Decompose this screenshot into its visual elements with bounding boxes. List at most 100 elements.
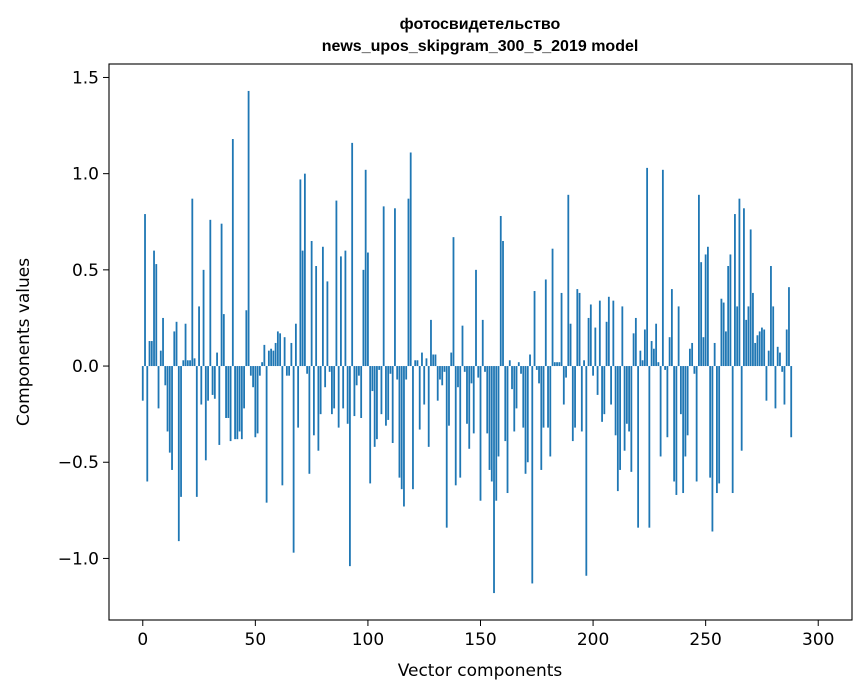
bar [398, 366, 401, 478]
bar [326, 281, 329, 367]
bar [551, 248, 554, 367]
y-tick-label: 0.5 [72, 261, 99, 281]
bar [535, 366, 538, 370]
bar [272, 350, 275, 367]
bar [488, 366, 491, 470]
bar [531, 366, 534, 584]
bar [693, 366, 696, 374]
x-tick-label: 100 [352, 630, 384, 650]
bar [707, 246, 709, 367]
bar [168, 366, 171, 453]
x-tick-label: 50 [245, 630, 267, 650]
bar [529, 354, 531, 367]
bar [391, 366, 394, 444]
bar [157, 366, 160, 409]
bar [155, 264, 158, 367]
bar [661, 169, 664, 367]
bar [166, 366, 169, 432]
bar [403, 366, 405, 507]
bar [263, 344, 266, 367]
bar [204, 366, 207, 461]
bar [634, 317, 637, 367]
bar [303, 173, 306, 367]
bar [475, 269, 477, 367]
bar [421, 352, 423, 367]
bar [144, 214, 146, 367]
bar [360, 366, 363, 418]
bar [301, 250, 304, 367]
bar [148, 341, 151, 367]
bar [349, 366, 351, 567]
bar [175, 321, 178, 367]
bar [317, 366, 320, 451]
bar [243, 366, 245, 409]
bar [497, 366, 500, 457]
bar [725, 331, 727, 367]
bar [195, 366, 198, 497]
bar [716, 366, 718, 494]
bar [765, 366, 768, 401]
bar [569, 323, 572, 367]
bar [578, 292, 581, 367]
bar [200, 366, 203, 405]
bar [355, 366, 358, 386]
bar [373, 366, 376, 447]
bar [342, 366, 345, 409]
bar [463, 366, 466, 372]
bar [747, 306, 750, 367]
bar [612, 300, 615, 367]
bar [540, 366, 543, 470]
bar [767, 350, 770, 367]
bar [731, 366, 734, 494]
bar [434, 354, 437, 367]
bar [299, 179, 302, 367]
bar [466, 366, 468, 424]
bar [369, 366, 372, 484]
bar [614, 366, 617, 436]
bar [481, 319, 484, 367]
bar [580, 366, 583, 432]
bar [763, 329, 766, 367]
x-axis-ticks: 0 50 100 150 200 250 300 [137, 620, 834, 650]
bar [407, 198, 410, 367]
bar [506, 366, 509, 494]
bar [279, 333, 282, 367]
bar [337, 366, 340, 428]
bar [686, 366, 689, 436]
bar [283, 337, 286, 367]
x-tick-label: 0 [137, 630, 148, 650]
bar [261, 362, 263, 367]
bar [281, 366, 284, 486]
bar [668, 337, 671, 367]
bar [781, 366, 784, 372]
bar [405, 366, 408, 380]
bar [186, 360, 189, 367]
bar [335, 200, 338, 367]
bar [382, 206, 385, 367]
bar [249, 366, 252, 376]
bar [709, 366, 712, 478]
bar [153, 250, 155, 367]
bar [616, 366, 619, 492]
bar [227, 366, 230, 418]
bar [526, 366, 529, 463]
bar [479, 366, 482, 501]
bar [605, 321, 608, 367]
bar [785, 329, 788, 367]
bar [461, 325, 464, 367]
bar [254, 366, 257, 438]
bar [783, 366, 786, 405]
bar [367, 252, 369, 367]
bar [312, 366, 315, 436]
bar [213, 366, 216, 399]
bar [484, 366, 486, 372]
bar [412, 366, 414, 490]
bar [436, 366, 439, 401]
bar [389, 366, 392, 374]
bar [749, 229, 752, 367]
bar [652, 348, 655, 367]
bar [258, 366, 261, 376]
bar [159, 350, 162, 367]
bar [594, 327, 597, 367]
